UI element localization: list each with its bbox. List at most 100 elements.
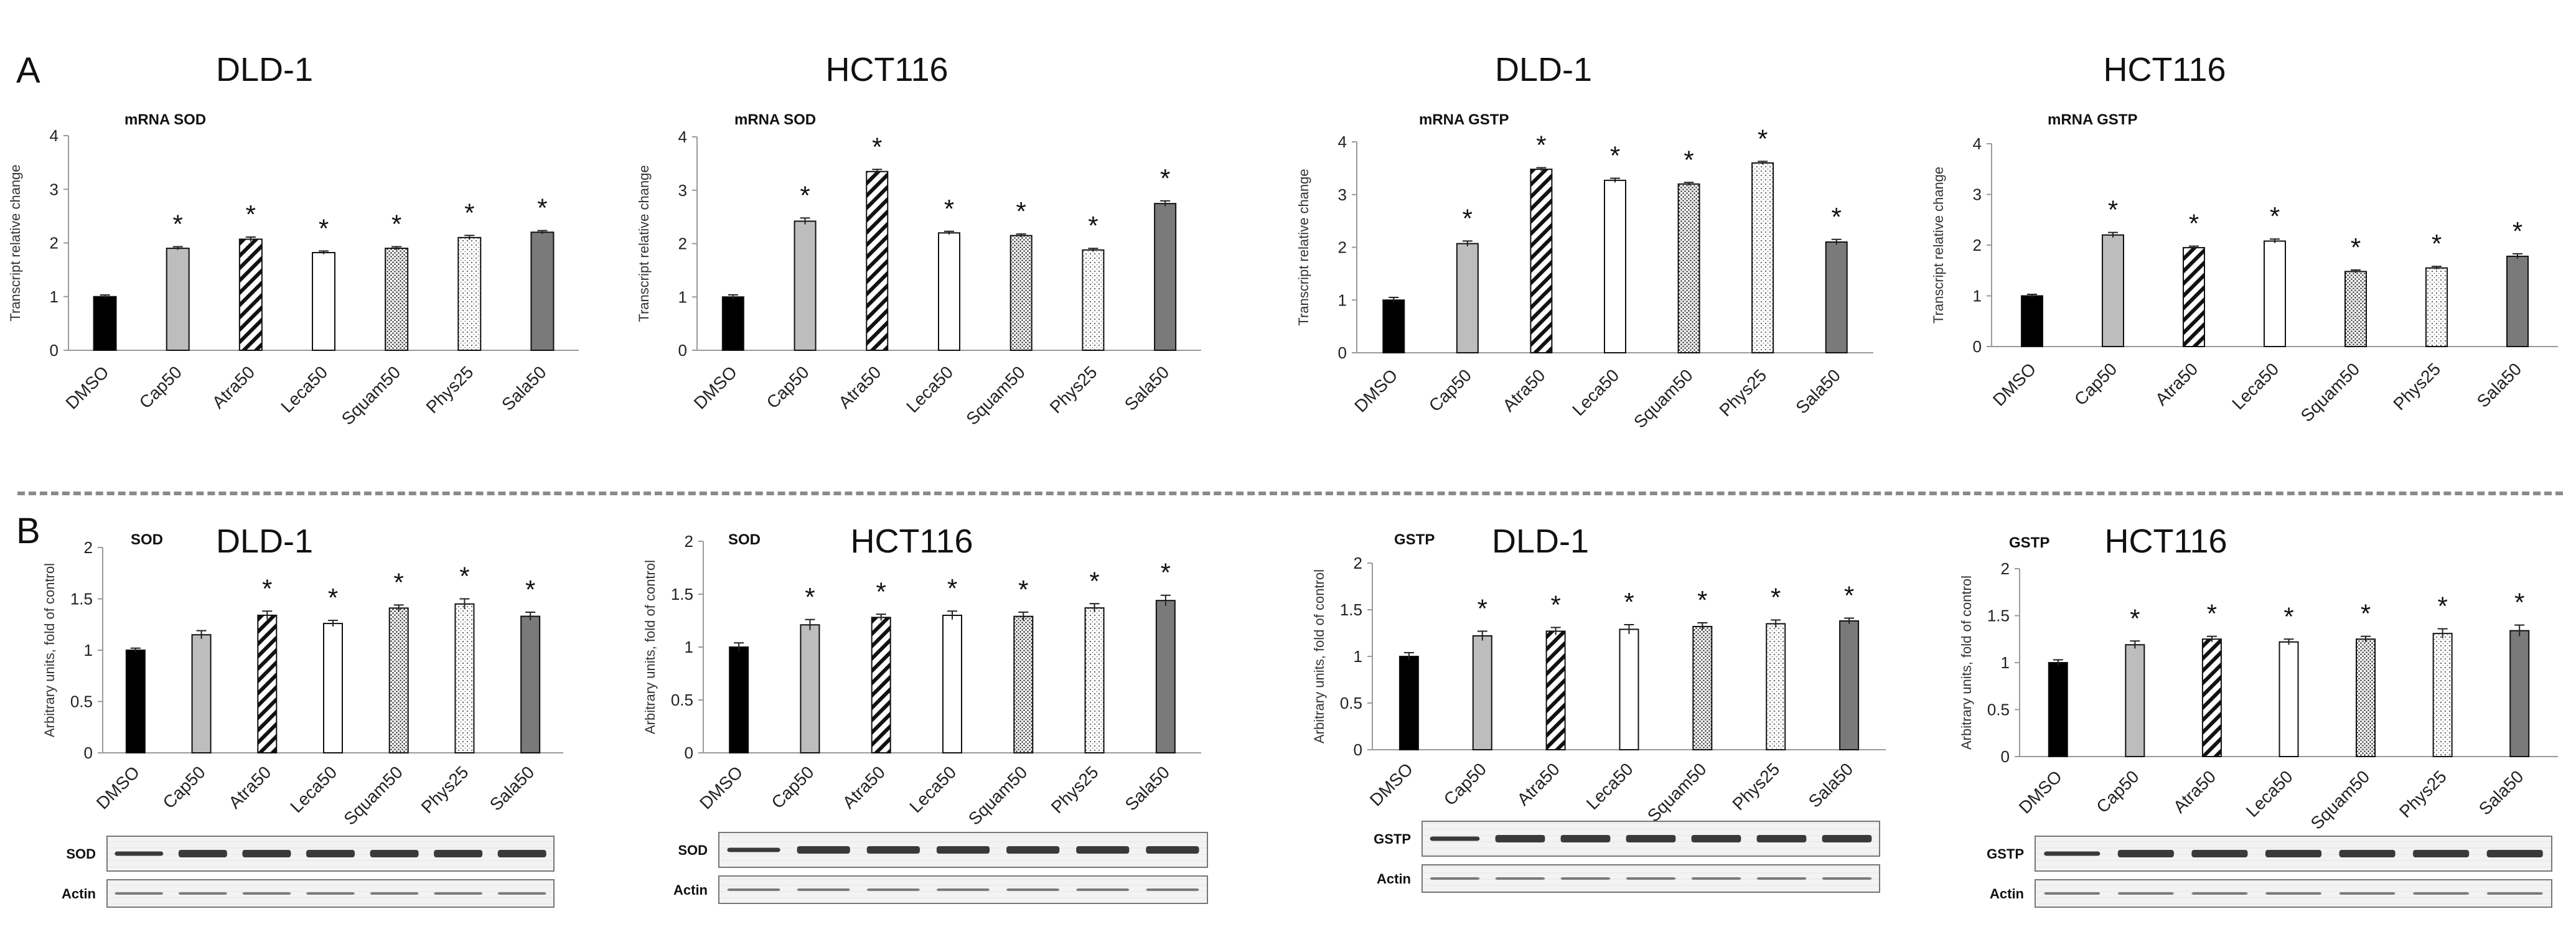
y-tick-label: 0: [84, 744, 93, 762]
chart-1: DLD-1 mRNA SOD 0 1 2 3 4 Transcript relative ch…: [7, 51, 579, 429]
x-tick-label: DMSO: [62, 362, 112, 413]
bar-atra50: [1545, 630, 1566, 750]
x-tick-label: DMSO: [1351, 365, 1401, 416]
significance-marker: *: [459, 562, 469, 591]
significance-marker: *: [537, 193, 547, 223]
x-tick-label: Cap50: [1425, 365, 1475, 415]
bar-cap50: [2125, 644, 2145, 758]
blot-band: [797, 888, 850, 891]
bar-phys25: [1082, 249, 1105, 352]
bar-atra50: [1530, 169, 1553, 353]
blot-band: [1626, 877, 1676, 880]
x-tick-label: Cap50: [763, 362, 813, 412]
bar-sala50: [1154, 203, 1177, 351]
y-tick-label: 0: [50, 341, 59, 360]
blot-band: [434, 850, 483, 857]
blot-band: [434, 892, 483, 895]
bar-sala50: [520, 615, 541, 753]
bar-cap50: [1472, 635, 1492, 750]
bar-dmso: [1398, 656, 1419, 750]
y-tick-label: 3: [1338, 185, 1347, 204]
x-tick-label: Cap50: [2071, 359, 2120, 409]
blot-band: [866, 888, 920, 891]
blot-label: SOD: [678, 842, 708, 858]
x-tick-label: Sala50: [1805, 759, 1857, 811]
y-axis-label: Arbitrary units, fold of control: [42, 563, 57, 737]
significance-marker: *: [1016, 197, 1026, 226]
blot-band: [2413, 892, 2470, 895]
bar-sala50: [1839, 620, 1860, 750]
x-tick-label: Cap50: [159, 762, 209, 812]
y-tick-label: 4: [50, 126, 59, 145]
y-tick-label: 2: [84, 538, 93, 557]
bar-sala50: [2509, 630, 2530, 757]
chart-5: DLD-1 SOD 0 0.5 1 1.5 2 Arbitrary units, fold o…: [42, 523, 563, 908]
bar-dmso: [721, 296, 744, 351]
bar-leca50: [2279, 641, 2299, 758]
y-tick-label: 2: [685, 532, 693, 551]
blot-label: Actin: [1990, 886, 2024, 902]
y-tick-label: 2: [50, 234, 59, 253]
panel-divider: [17, 492, 2563, 495]
blot-band: [1560, 835, 1611, 842]
blot-band: [2044, 892, 2101, 895]
significance-marker: *: [2514, 588, 2524, 617]
bar-phys25: [1084, 607, 1105, 753]
x-tick-label: DMSO: [690, 362, 741, 413]
x-tick-label: Phys25: [1046, 362, 1101, 417]
blot-band: [2117, 892, 2174, 895]
y-tick-label: 1.5: [671, 585, 693, 604]
y-tick-label: 1: [1354, 647, 1362, 666]
x-tick-label: Squam50: [340, 762, 406, 829]
blot-band: [1076, 846, 1130, 854]
x-tick-label: Squam50: [1630, 365, 1697, 432]
bar-leca50: [1619, 628, 1639, 750]
significance-marker: *: [1018, 575, 1028, 604]
y-tick-label: 1.5: [70, 590, 93, 608]
bar-phys25: [1766, 623, 1786, 750]
x-tick-label: Atra50: [835, 362, 884, 412]
chart-subtitle: mRNA SOD: [124, 111, 206, 128]
bar-leca50: [323, 623, 343, 753]
significance-marker: *: [1684, 145, 1693, 174]
chart-title: HCT116: [825, 51, 948, 88]
blot-band: [1006, 888, 1060, 891]
blot-band: [727, 888, 780, 891]
bar-atra50: [866, 170, 889, 351]
bar-squam50: [388, 607, 409, 753]
y-axis-label: Transcript relative change: [7, 164, 23, 321]
blot-band: [1691, 877, 1741, 880]
section-label-a: A: [16, 50, 40, 91]
chart-title: HCT116: [2103, 51, 2226, 88]
chart-3: DLD-1 mRNA GSTP 0 1 2 3 4 Transcript relative c…: [1296, 51, 1873, 432]
y-axis-label: Arbitrary units, fold of control: [642, 560, 658, 734]
significance-marker: *: [1478, 594, 1487, 623]
chart-6: HCT116 SOD 0 0.5 1 1.5 2 Arbitrary units, fold …: [642, 523, 1208, 904]
bar-atra50: [238, 238, 263, 351]
chart-title: DLD-1: [216, 523, 313, 560]
bar-squam50: [1677, 183, 1700, 353]
bar-dmso: [1382, 299, 1405, 353]
blot-band: [1756, 877, 1807, 880]
blot-label: GSTP: [1374, 831, 1411, 847]
blot-band: [497, 850, 546, 857]
chart-title: HCT116: [2104, 523, 2227, 560]
blot-band: [2339, 850, 2396, 857]
blot-band: [2265, 892, 2322, 895]
x-tick-label: Atra50: [1499, 365, 1548, 415]
x-tick-label: DMSO: [1989, 359, 2040, 409]
significance-marker: *: [1536, 131, 1546, 160]
chart-subtitle: GSTP: [2009, 534, 2049, 551]
blot-band: [178, 850, 227, 857]
blot-band: [242, 850, 291, 857]
x-tick-label: Phys25: [418, 762, 472, 817]
blot-band: [370, 892, 419, 895]
y-tick-label: 1: [1973, 287, 1982, 305]
y-tick-label: 1: [50, 287, 59, 306]
section-label-b: B: [16, 511, 40, 551]
significance-marker: *: [2513, 217, 2522, 246]
significance-marker: *: [2130, 604, 2140, 633]
blot-label: SOD: [66, 846, 96, 862]
x-tick-label: Atra50: [839, 762, 889, 812]
chart-subtitle: mRNA GSTP: [2048, 111, 2137, 128]
